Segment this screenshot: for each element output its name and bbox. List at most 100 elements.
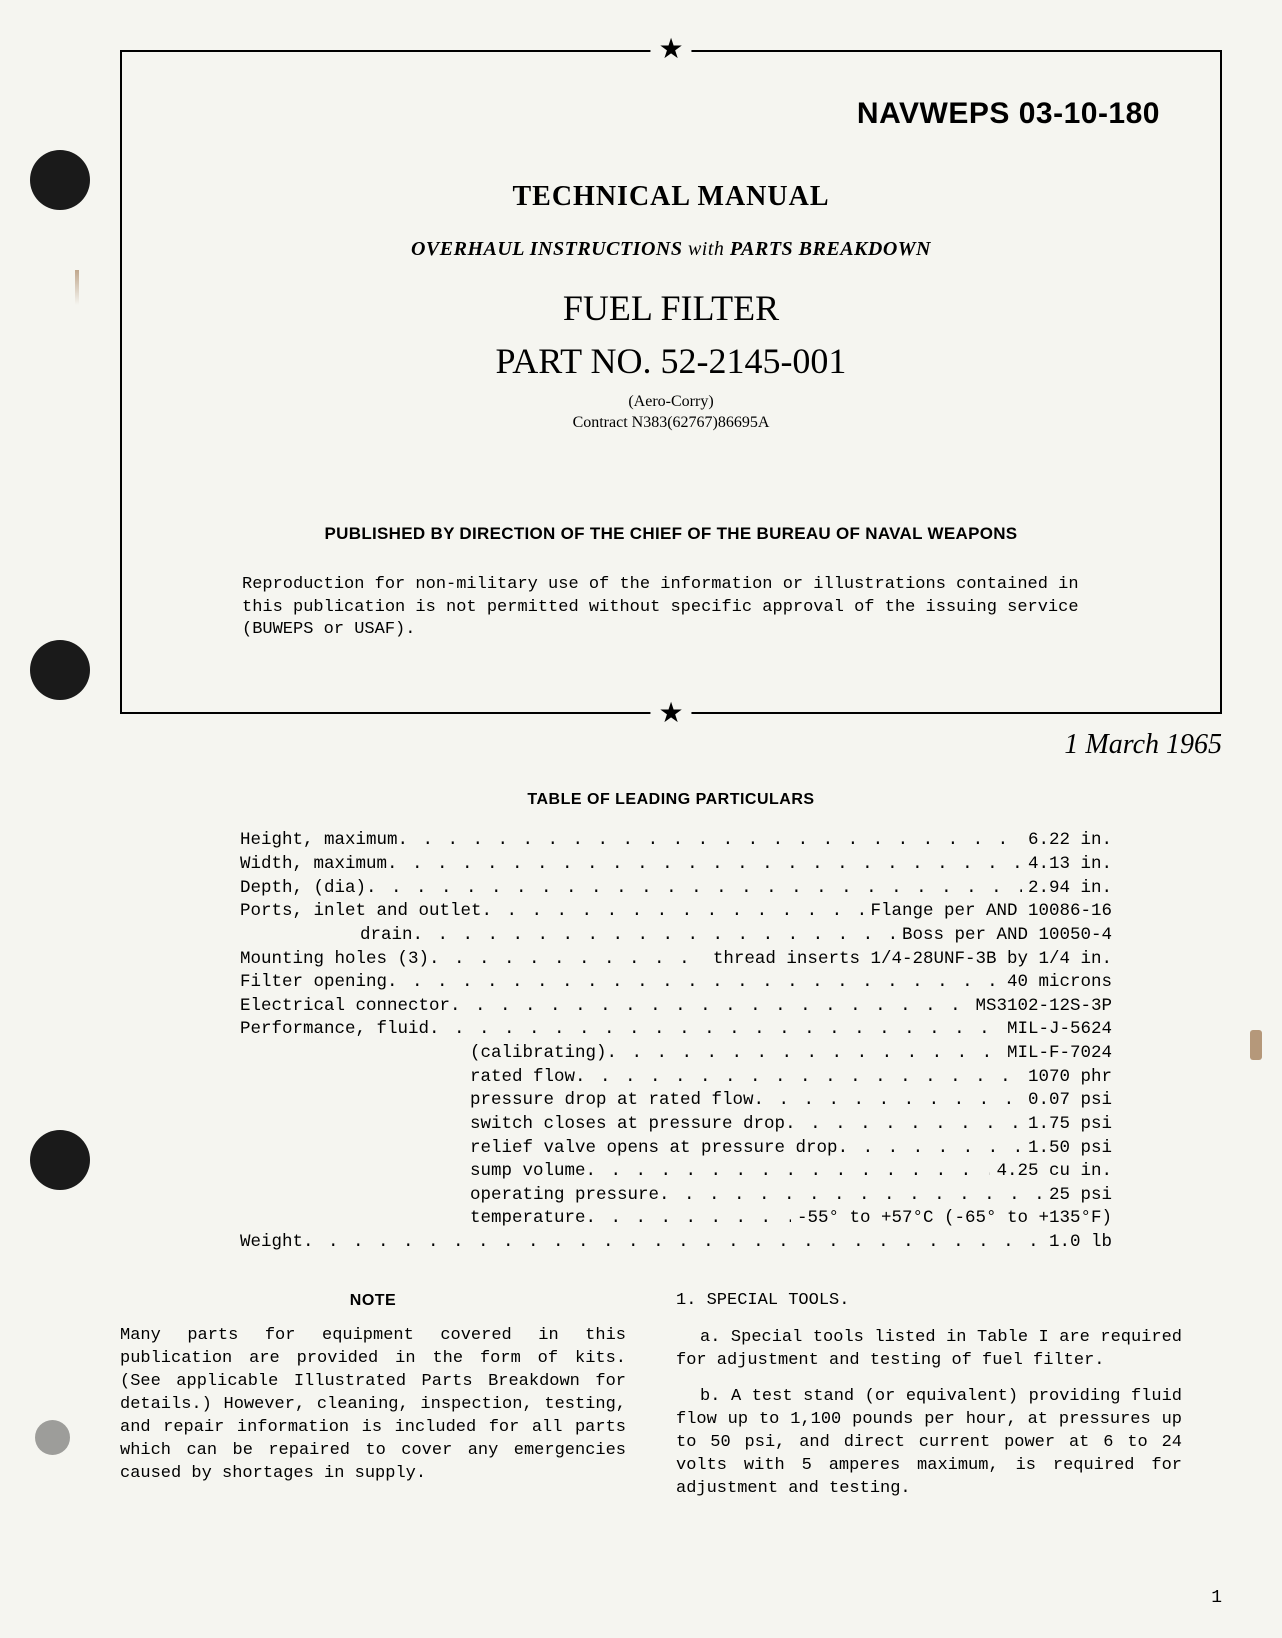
leader-dots [838, 1137, 1022, 1161]
punch-hole [30, 150, 90, 210]
particulars-value: 6.22 in. [1022, 829, 1112, 853]
particulars-row: Performance, fluid MIL-J-5624 [240, 1018, 1112, 1042]
leader-dots [482, 900, 865, 924]
particulars-label: Height, maximum [240, 829, 398, 853]
part-number: 52-2145-001 [660, 341, 846, 381]
particulars-label: Depth, (dia) [240, 877, 366, 901]
note-heading: NOTE [120, 1290, 626, 1312]
leader-dots [659, 1184, 1043, 1208]
leader-dots [586, 1207, 791, 1231]
section-para-a: a. Special tools listed in Table I are r… [676, 1327, 1182, 1373]
particulars-row: Width, maximum 4.13 in. [240, 853, 1112, 877]
particulars-row: Depth, (dia) 2.94 in. [240, 877, 1112, 901]
reproduction-note: Reproduction for non-military use of the… [182, 574, 1160, 643]
particulars-label: Width, maximum [240, 853, 387, 877]
particulars-value: -55° to +57°C (-65° to +135°F) [791, 1207, 1112, 1231]
part-number-line: PART NO. 52-2145-001 [182, 339, 1160, 384]
subtitle-with: with [682, 238, 729, 260]
star-ornament: ★ [650, 702, 691, 726]
part-label: PART NO. [496, 341, 661, 381]
particulars-row: rated flow 1070 phr [240, 1066, 1112, 1090]
punch-hole [35, 1420, 70, 1455]
subtitle-parts: PARTS BREAKDOWN [730, 238, 931, 260]
section-column: 1. SPECIAL TOOLS. a. Special tools liste… [676, 1290, 1182, 1502]
section-para-b: b. A test stand (or equivalent) providin… [676, 1386, 1182, 1501]
part-meta: (Aero-Corry) Contract N383(62767)86695A [182, 392, 1160, 434]
leader-dots [754, 1089, 1022, 1113]
leader-dots [785, 1113, 1022, 1137]
particulars-value: 1.0 lb [1043, 1231, 1112, 1255]
particulars-label: temperature [240, 1207, 586, 1231]
leader-dots [429, 948, 707, 972]
note-text: Many parts for equipment covered in this… [120, 1325, 626, 1486]
particulars-value: Boss per AND 10050-4 [896, 924, 1112, 948]
particulars-label: Filter opening [240, 971, 387, 995]
contract: Contract N383(62767)86695A [182, 413, 1160, 434]
leader-dots [450, 995, 969, 1019]
particulars-label: Ports, inlet and outlet [240, 900, 482, 924]
particulars-value: 1070 phr [1022, 1066, 1112, 1090]
subtitle-overhaul: OVERHAUL INSTRUCTIONS [411, 238, 682, 260]
particulars-label: relief valve opens at pressure drop [240, 1137, 838, 1161]
particulars-value: 0.07 psi [1022, 1089, 1112, 1113]
particulars-label: pressure drop at rated flow [240, 1089, 754, 1113]
particulars-label: Performance, fluid [240, 1018, 429, 1042]
subtitle: OVERHAUL INSTRUCTIONS with PARTS BREAKDO… [182, 238, 1160, 261]
particulars-label: drain [240, 924, 413, 948]
particulars-value: 2.94 in. [1022, 877, 1112, 901]
item-name: FUEL FILTER [182, 286, 1160, 331]
particulars-row: operating pressure 25 psi [240, 1184, 1112, 1208]
leader-dots [413, 924, 896, 948]
particulars-row: Ports, inlet and outlet Flange per AND 1… [240, 900, 1112, 924]
particulars-row: Height, maximum 6.22 in. [240, 829, 1112, 853]
leader-dots [575, 1066, 1022, 1090]
particulars-value: 25 psi [1043, 1184, 1112, 1208]
title-frame: ★ ★ NAVWEPS 03-10-180 TECHNICAL MANUAL O… [120, 50, 1222, 714]
punch-hole [30, 1130, 90, 1190]
scan-artifact [75, 270, 79, 305]
particulars-row: (calibrating) MIL-F-7024 [240, 1042, 1112, 1066]
particulars-row: sump volume 4.25 cu in. [240, 1160, 1112, 1184]
particulars-value: 40 microns [1001, 971, 1112, 995]
manufacturer: (Aero-Corry) [182, 392, 1160, 413]
particulars-value: 1.75 psi [1022, 1113, 1112, 1137]
particulars-row: Mounting holes (3) thread inserts 1/4-28… [240, 948, 1112, 972]
particulars-label: rated flow [240, 1066, 575, 1090]
particulars-row: pressure drop at rated flow 0.07 psi [240, 1089, 1112, 1113]
bottom-columns: NOTE Many parts for equipment covered in… [120, 1290, 1222, 1502]
particulars-label: Mounting holes (3) [240, 948, 429, 972]
particulars-label: Weight [240, 1231, 303, 1255]
particulars-row: temperature -55° to +57°C (-65° to +135°… [240, 1207, 1112, 1231]
section-heading: 1. SPECIAL TOOLS. [676, 1290, 1182, 1313]
particulars-label: switch closes at pressure drop [240, 1113, 785, 1137]
page-number: 1 [1211, 1588, 1222, 1608]
particulars-row: Filter opening 40 microns [240, 971, 1112, 995]
leader-dots [398, 829, 1022, 853]
particulars-value: thread inserts 1/4-28UNF-3B by 1/4 in. [707, 948, 1112, 972]
particulars-label: (calibrating) [240, 1042, 607, 1066]
publisher: PUBLISHED BY DIRECTION OF THE CHIEF OF T… [182, 524, 1160, 544]
particulars-value: 4.13 in. [1022, 853, 1112, 877]
particulars-value: MS3102-12S-3P [969, 995, 1112, 1019]
particulars-row: drain Boss per AND 10050-4 [240, 924, 1112, 948]
leader-dots [366, 877, 1022, 901]
particulars-value: 1.50 psi [1022, 1137, 1112, 1161]
leader-dots [387, 853, 1022, 877]
particulars-row: Electrical connector MS3102-12S-3P [240, 995, 1112, 1019]
leader-dots [586, 1160, 991, 1184]
publication-date: 1 March 1965 [120, 729, 1222, 761]
particulars-row: Weight 1.0 lb [240, 1231, 1112, 1255]
particulars-value: MIL-F-7024 [1001, 1042, 1112, 1066]
manual-title: TECHNICAL MANUAL [182, 181, 1160, 213]
leader-dots [607, 1042, 1001, 1066]
leader-dots [303, 1231, 1043, 1255]
star-ornament: ★ [650, 38, 691, 62]
leader-dots [387, 971, 1001, 995]
punch-hole [30, 640, 90, 700]
particulars-title: TABLE OF LEADING PARTICULARS [120, 791, 1222, 809]
particulars-value: 4.25 cu in. [990, 1160, 1112, 1184]
particulars-label: Electrical connector [240, 995, 450, 1019]
particulars-value: Flange per AND 10086-16 [864, 900, 1112, 924]
particulars-label: sump volume [240, 1160, 586, 1184]
scan-artifact [1250, 1030, 1262, 1060]
